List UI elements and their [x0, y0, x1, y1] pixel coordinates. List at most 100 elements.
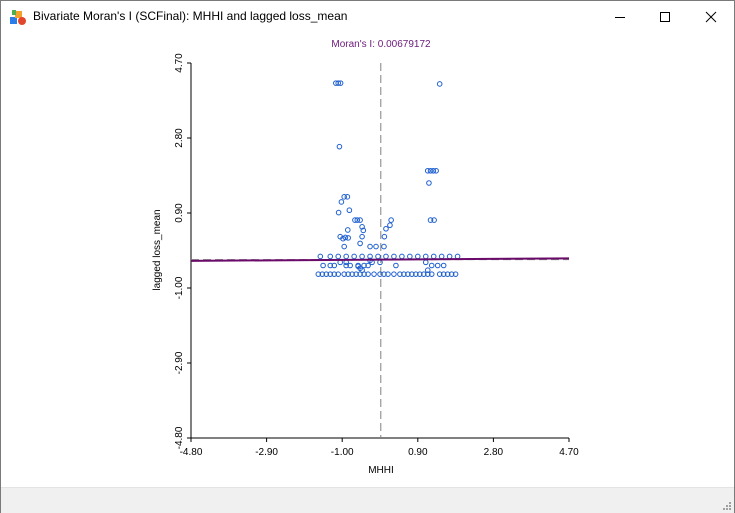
resize-grip-icon[interactable]: [722, 501, 732, 511]
data-point: [440, 271, 447, 277]
data-point: [393, 262, 399, 269]
data-point: [381, 271, 387, 277]
regression-line-group: [190, 257, 570, 262]
data-point: [335, 271, 342, 277]
maximize-icon: [660, 11, 670, 22]
plot-area[interactable]: Moran's I: 0.00679172 -4.80 -2.90 -1.00 0.9…: [1, 32, 734, 487]
data-point: [327, 271, 334, 277]
data-point: [452, 271, 459, 277]
data-point: [426, 180, 432, 186]
x-tick-label: -1.00: [331, 447, 354, 458]
data-point: [360, 227, 367, 234]
geoda-app-icon: [10, 10, 26, 25]
data-points: [315, 80, 461, 277]
data-point: [446, 253, 453, 260]
close-button[interactable]: [688, 1, 734, 32]
data-point: [387, 222, 393, 229]
data-point: [448, 271, 455, 277]
y-ticks: -4.80 -2.90 -1.00 0.90 2.80 4.70: [174, 53, 191, 449]
maximize-button[interactable]: [642, 1, 688, 32]
data-point: [343, 253, 349, 260]
data-point: [383, 253, 389, 260]
data-point: [344, 227, 351, 233]
y-tick-label: 2.80: [174, 128, 185, 148]
data-point: [383, 225, 389, 232]
data-point: [381, 233, 388, 240]
axes: [190, 63, 569, 439]
data-point: [399, 253, 405, 260]
data-point: [335, 80, 342, 86]
x-ticks: -4.80 -2.90 -1.00 0.90 2.80 4.70: [180, 438, 579, 458]
data-point: [391, 253, 397, 260]
data-point: [422, 253, 429, 260]
x-axis-label: MHHI: [368, 465, 394, 476]
data-point: [361, 262, 367, 269]
data-point: [440, 262, 447, 269]
window-title: Bivariate Moran's I (SCFinal): MHHI and …: [33, 9, 348, 23]
data-point: [424, 271, 431, 277]
data-point: [454, 253, 461, 260]
x-tick-label: -2.90: [255, 447, 278, 458]
data-point: [331, 271, 338, 277]
data-point: [365, 262, 371, 269]
data-point: [388, 217, 394, 223]
data-point: [371, 271, 377, 277]
data-point: [346, 207, 353, 214]
data-point: [377, 259, 383, 266]
data-point: [345, 271, 351, 277]
data-point: [433, 167, 439, 174]
minimize-button[interactable]: [597, 1, 643, 32]
minimize-icon: [615, 16, 625, 18]
data-point: [345, 235, 351, 241]
data-point: [319, 271, 326, 277]
regression-line: [190, 257, 570, 262]
data-point: [434, 262, 441, 269]
data-point: [361, 271, 367, 277]
close-icon: [705, 11, 717, 22]
status-bar: [1, 487, 734, 513]
data-point: [407, 253, 413, 260]
data-point: [357, 217, 363, 223]
x-tick-label: 4.70: [559, 447, 579, 458]
data-point: [341, 271, 347, 277]
y-axis-label: lagged loss_mean: [152, 209, 163, 290]
data-point: [444, 271, 451, 277]
moran-scatter-plot[interactable]: Moran's I: 0.00679172 -4.80 -2.90 -1.00 0.9…: [1, 32, 734, 487]
data-point: [349, 271, 355, 277]
data-point: [317, 253, 324, 260]
y-tick-label: -2.90: [174, 351, 185, 374]
data-point: [424, 267, 431, 274]
title-bar[interactable]: Bivariate Moran's I (SCFinal): MHHI and …: [1, 1, 734, 32]
x-tick-label: -4.80: [180, 447, 203, 458]
data-point: [359, 233, 365, 240]
data-point: [331, 262, 338, 269]
data-point: [359, 253, 365, 260]
data-point: [341, 194, 347, 200]
data-point: [436, 81, 443, 87]
y-tick-label: 4.70: [174, 53, 185, 73]
x-tick-label: 0.90: [408, 447, 428, 458]
data-point: [353, 271, 359, 277]
data-point: [357, 271, 363, 277]
data-point: [397, 271, 403, 277]
data-point: [335, 209, 342, 216]
data-point: [320, 262, 326, 269]
data-point: [354, 217, 361, 223]
data-point: [430, 167, 437, 174]
data-point: [401, 271, 407, 277]
data-point: [436, 271, 443, 277]
reference-lines: [191, 63, 569, 438]
data-point: [391, 271, 397, 277]
data-point: [428, 271, 435, 277]
x-tick-label: 2.80: [484, 447, 504, 458]
data-point: [427, 167, 434, 174]
data-point: [315, 271, 322, 277]
data-point: [352, 217, 358, 223]
data-point: [438, 253, 445, 260]
data-point: [427, 217, 434, 223]
data-point: [424, 167, 431, 174]
data-point: [323, 271, 330, 277]
y-tick-label: -1.00: [174, 276, 185, 299]
data-point: [405, 271, 411, 277]
